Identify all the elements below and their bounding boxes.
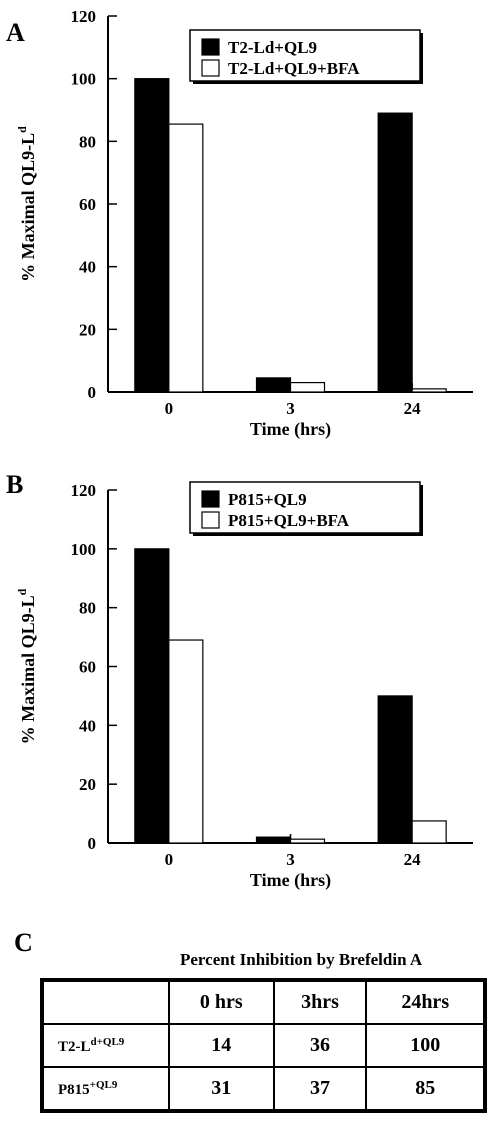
y-tick-label: 100 — [71, 540, 97, 559]
bar-t2-ld-ql9-t0 — [134, 78, 170, 393]
x-tick-label: 3 — [286, 399, 295, 418]
chart-a: 0 20 40 60 80 100 120 0 3 24 Time (hrs) % Maximal Q… — [15, 7, 473, 440]
bar-t2-ld-ql9-t3 — [255, 377, 292, 393]
y-axis-title-superscript: d — [15, 126, 29, 133]
legend-label: P815+QL9 — [228, 490, 307, 509]
panel-letter-b: B — [6, 470, 24, 499]
bar-p815-ql9-bfa-t3 — [289, 838, 326, 844]
x-tick-label: 3 — [286, 850, 295, 869]
legend-label: T2-Ld+QL9+BFA — [228, 59, 360, 78]
legend-swatch — [201, 490, 220, 508]
y-tick-label: 100 — [71, 70, 97, 89]
panel-letter-c: C — [14, 928, 33, 957]
bar-p815-ql9-bfa-t24 — [411, 820, 447, 844]
y-tick-label: 20 — [79, 320, 96, 339]
table-row: P815+QL9 31 37 85 — [41, 1066, 486, 1112]
table-row: T2-Ld+QL9 14 36 100 — [41, 1023, 486, 1068]
legend-label: T2-Ld+QL9 — [228, 38, 317, 57]
table-header-cell: 24hrs — [365, 979, 486, 1025]
y-axis-title: % Maximal QL9-Ld — [15, 126, 38, 282]
legend-label: P815+QL9+BFA — [228, 511, 350, 530]
y-tick-label: 120 — [71, 481, 97, 500]
y-axis-title-main: % Maximal QL9-L — [18, 595, 38, 744]
table-cell: 100 — [365, 1023, 486, 1068]
table-cell: 36 — [272, 1023, 368, 1068]
legend-box — [189, 481, 421, 534]
y-tick-label: 0 — [88, 834, 97, 853]
table-row-label: T2-Ld+QL9 — [41, 1023, 170, 1068]
y-tick-label: 80 — [79, 132, 96, 151]
bar-p815-ql9-t24 — [377, 695, 413, 844]
legend-swatch — [201, 38, 220, 56]
y-tick-label: 60 — [79, 195, 96, 214]
table-c-title: Percent Inhibition by Brefeldin A — [180, 950, 423, 969]
inhibition-table: 0 hrs 3hrs 24hrs T2-Ld+QL9 14 36 100 P81… — [40, 978, 487, 1113]
table-cell: 37 — [272, 1066, 368, 1112]
x-axis-title: Time (hrs) — [250, 419, 331, 440]
y-axis-title-main: % Maximal QL9-L — [18, 133, 38, 282]
x-tick-label: 0 — [165, 399, 174, 418]
y-tick-label: 40 — [79, 258, 96, 277]
table-header-cell — [41, 979, 170, 1025]
y-axis-title-superscript: d — [15, 588, 29, 595]
table-header-cell: 3hrs — [272, 979, 368, 1025]
y-tick-label: 0 — [88, 383, 97, 402]
table-cell: 85 — [365, 1066, 486, 1112]
bar-p815-ql9-bfa-t0 — [168, 639, 204, 844]
legend-box — [189, 29, 421, 82]
table-cell: 31 — [168, 1066, 275, 1112]
bar-t2-ld-ql9-bfa-t0 — [168, 123, 204, 393]
bar-p815-ql9-t0 — [134, 548, 170, 844]
x-tick-label: 24 — [404, 850, 422, 869]
table-row-label: P815+QL9 — [41, 1066, 170, 1112]
y-tick-label: 120 — [71, 7, 97, 26]
y-tick-label: 60 — [79, 658, 96, 677]
x-tick-label: 0 — [165, 850, 174, 869]
table-header-cell: 0 hrs — [168, 979, 275, 1025]
bar-t2-ld-ql9-bfa-t3 — [289, 382, 326, 393]
bar-p815-ql9-t3 — [255, 836, 292, 844]
y-tick-label: 40 — [79, 716, 96, 735]
table-cell: 14 — [168, 1023, 275, 1068]
legend-swatch — [201, 511, 220, 529]
table-header-row: 0 hrs 3hrs 24hrs — [41, 979, 486, 1025]
y-tick-label: 20 — [79, 775, 96, 794]
y-axis-title: % Maximal QL9-Ld — [15, 588, 38, 744]
chart-b: 0 20 40 60 80 100 120 0 3 24 Time (hrs) % Maximal Q… — [15, 481, 473, 891]
bar-t2-ld-ql9-bfa-t24 — [411, 388, 447, 393]
panel-letter-a: A — [6, 18, 25, 47]
y-tick-label: 80 — [79, 599, 96, 618]
bar-t2-ld-ql9-t24 — [377, 112, 413, 393]
x-tick-label: 24 — [404, 399, 422, 418]
x-axis-title: Time (hrs) — [250, 870, 331, 891]
legend-swatch — [201, 59, 220, 77]
